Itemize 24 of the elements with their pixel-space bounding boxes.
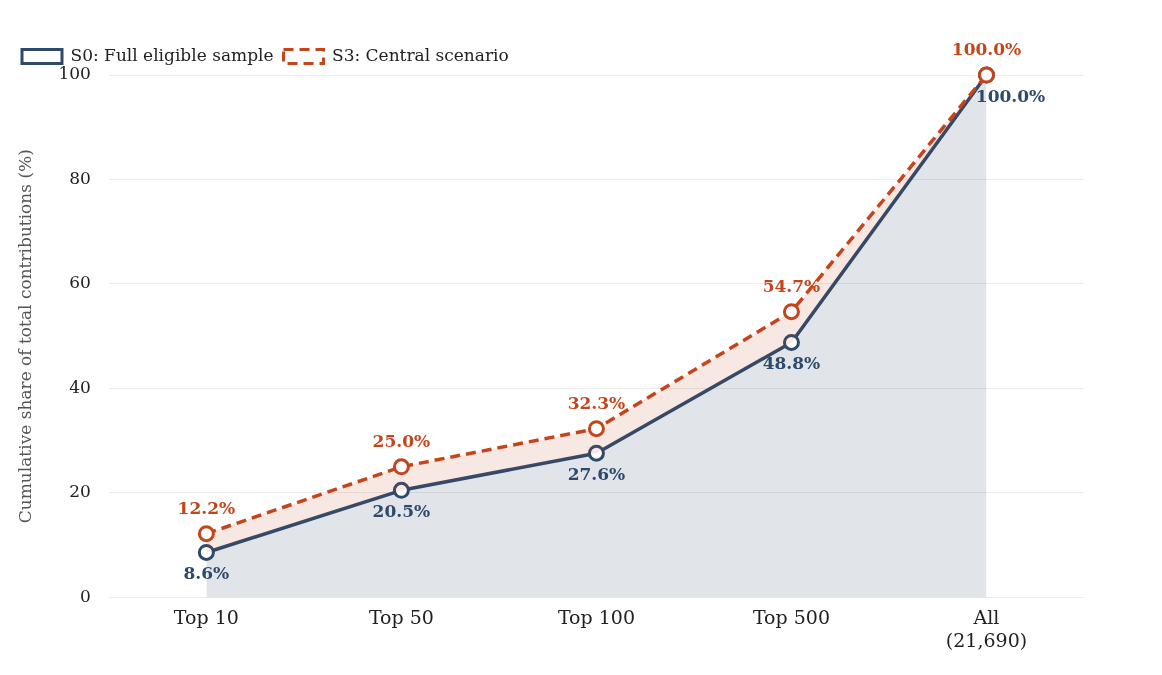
x-tick-label: Top 50 [368, 605, 434, 628]
y-axis-title: Cumulative share of total contributions (%) [14, 149, 35, 524]
data-label: 100.0% [975, 85, 1046, 106]
data-label: 8.6% [183, 563, 230, 584]
y-tick-label: 60 [69, 272, 91, 293]
y-tick-label: 100 [58, 63, 91, 84]
legend-label: S3: Central scenario [332, 44, 509, 65]
y-tick-label: 0 [80, 585, 91, 606]
x-tick-label: Top 100 [557, 605, 635, 628]
data-label: 12.2% [177, 497, 236, 518]
x-tick-label: All (21,690) [945, 605, 1028, 651]
data-label: 100.0% [951, 38, 1022, 59]
legend-label: S0: Full eligible sample [70, 44, 274, 65]
data-label: 54.7% [762, 275, 821, 296]
y-tick-label: 20 [69, 481, 91, 502]
data-label: 20.5% [372, 501, 431, 522]
data-label: 32.3% [567, 392, 626, 413]
x-tick-label: Top 500 [752, 605, 831, 628]
data-label: 27.6% [567, 464, 626, 485]
x-tick-label: Top 10 [173, 605, 239, 628]
y-tick-label: 80 [69, 167, 91, 188]
data-label: 25.0% [372, 430, 431, 451]
y-tick-label: 40 [69, 376, 91, 397]
data-label: 48.8% [762, 353, 821, 374]
